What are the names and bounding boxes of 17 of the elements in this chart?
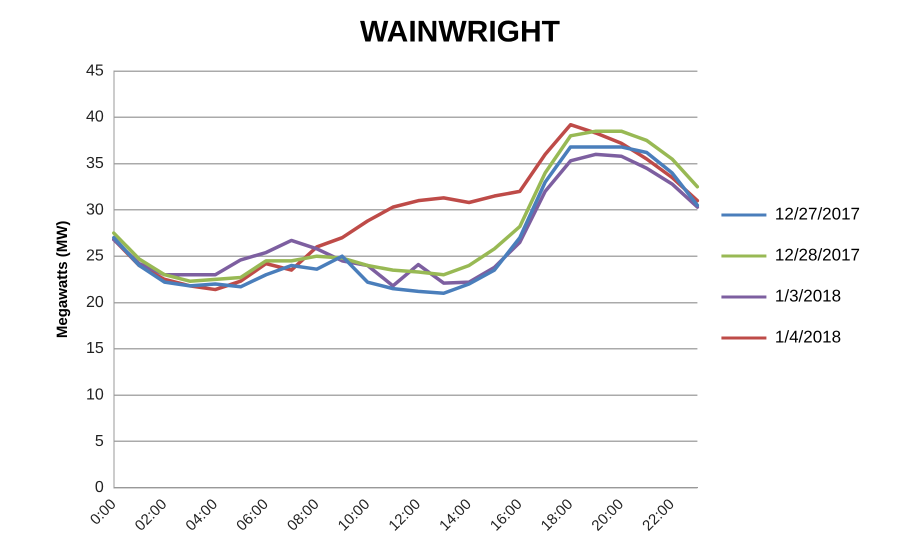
y-tick-label: 0 <box>94 479 104 496</box>
y-tick-label: 30 <box>86 201 104 218</box>
y-tick-label: 25 <box>86 248 104 265</box>
y-tick-label: 20 <box>86 294 104 311</box>
legend-label: 12/28/2017 <box>774 246 860 265</box>
chart-title: WAINWRIGHT <box>360 15 560 48</box>
legend-label: 1/3/2018 <box>774 286 842 306</box>
y-axis-title: Megawatts (MW) <box>54 220 72 338</box>
y-tick-label: 10 <box>86 386 104 404</box>
y-tick-label: 5 <box>94 432 104 450</box>
legend-label: 1/4/2018 <box>774 328 842 347</box>
y-tick-label: 15 <box>86 340 104 358</box>
legend-label: 12/27/2017 <box>774 204 860 224</box>
y-tick-label: 35 <box>86 155 104 172</box>
y-tick-label: 40 <box>86 108 104 126</box>
x-tick-label: 0:00 <box>86 496 120 528</box>
y-tick-label: 45 <box>86 62 104 80</box>
